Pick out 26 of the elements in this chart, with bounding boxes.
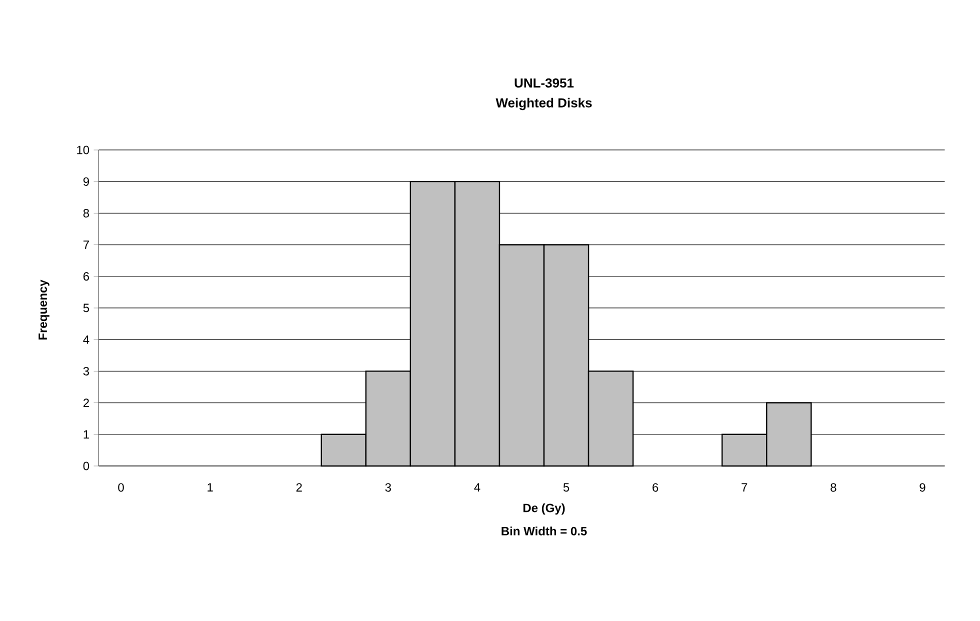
x-tick-label: 0 [118,483,124,492]
x-tick-label: 1 [208,483,213,492]
y-tick-label: 3 [83,366,90,376]
x-tick-label: 3 [385,483,391,492]
chart-title: UNL-3951 [514,78,574,88]
y-tick-label: 0 [83,462,90,470]
x-tick-label: 8 [830,483,836,492]
x-tick-label: 9 [920,483,926,492]
chart-subtitle: Weighted Disks [496,98,592,110]
y-tick-label: 6 [83,272,90,281]
y-axis-title: Frequency [38,280,50,340]
y-tick-label: 1 [84,430,89,439]
x-axis-title: De (Gy) [523,503,565,515]
y-tick-label: 7 [83,240,89,249]
y-tick-label: 5 [83,304,90,312]
x-tick-label: 6 [652,483,658,492]
x-tick-label: 2 [296,483,302,492]
text: Bin Width = 0.5 [502,526,587,536]
x-tick-label: 5 [563,483,570,492]
y-tick-label: 9 [83,177,89,186]
y-tick-label: 4 [83,335,90,344]
y-tick-label: 2 [83,398,89,407]
x-tick-label: 4 [474,483,480,492]
x-tick-label: 7 [742,483,748,492]
y-tick-label: 8 [83,208,90,218]
y-tick-label: 10 [77,146,90,154]
